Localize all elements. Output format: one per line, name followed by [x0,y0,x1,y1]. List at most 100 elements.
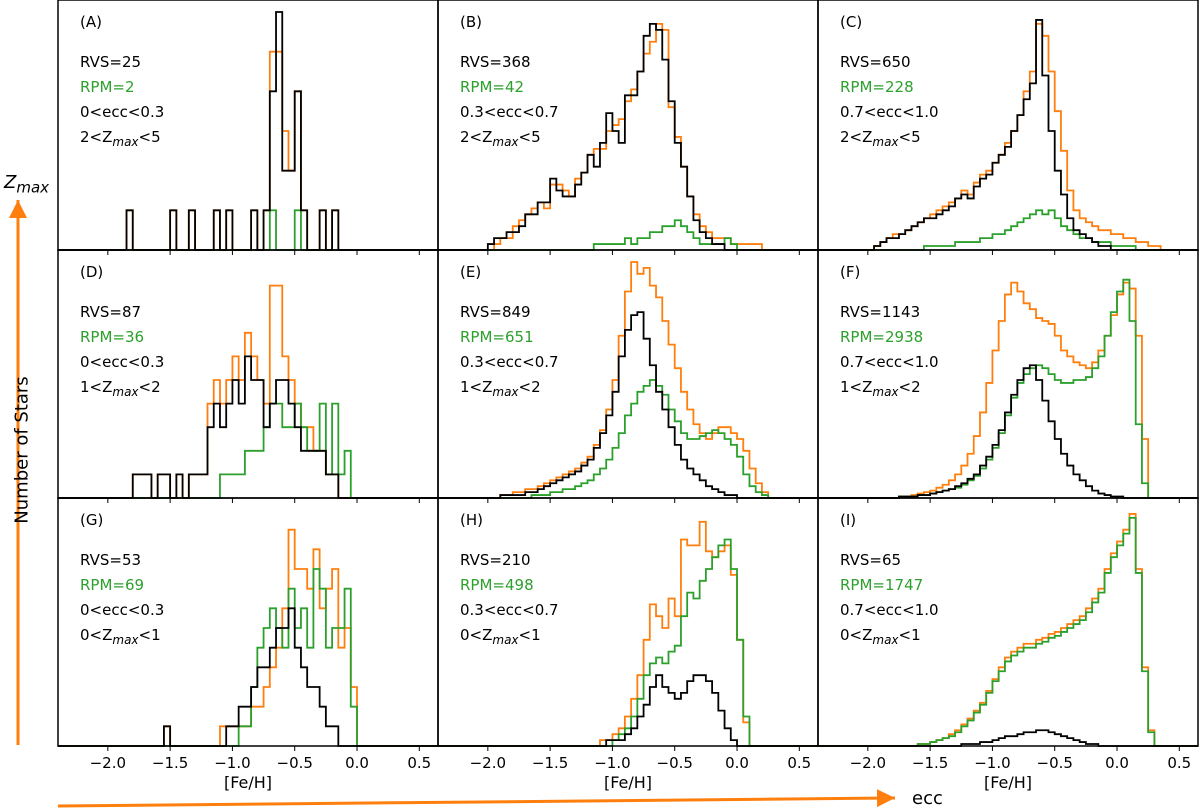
series-rpm [58,568,438,747]
rpm-count: RPM=228 [840,78,914,96]
x-tick-label: 0.0 [345,754,369,772]
x-tick-label: −2.0 [470,754,506,772]
zmax-range: 2<Zmax<5 [840,128,921,149]
zmax-range: 2<Zmax<5 [80,128,161,149]
panel-frame [817,0,1199,251]
ecc-arrow [57,789,896,808]
panel-label: (E) [460,263,481,281]
x-tick-label: −2.0 [850,754,886,772]
series-rpm-plus-rvs [438,261,818,499]
panel-i: −2.0 −1.5 −1.0 −0.5 0.0 0.5 [Fe/H] (I) RVS=65 RPM… [817,497,1199,792]
panel-frame [437,497,819,747]
panel-frame [437,0,819,251]
panel-d: (D) RVS=87 RPM=36 0<ecc<0.3 1<Zmax<2 [57,249,439,503]
ecc-range: 0<ecc<0.3 [80,103,164,121]
series-rpm [58,209,438,251]
series-rpm-plus-rvs [818,281,1198,499]
ecc-range: 0.7<ecc<1.0 [840,103,939,121]
series-rvs [818,729,1198,747]
panel-frame [817,497,1199,747]
panel-frame [437,249,819,499]
zmax-arrow-label: Zmax [4,172,49,197]
series-rvs [58,607,438,747]
ecc-range: 0.3<ecc<0.7 [460,601,559,619]
x-tick-label: 0.5 [787,754,811,772]
panel-label: (C) [840,13,862,31]
x-tick-label: −1.5 [912,754,948,772]
x-tick-label: −1.0 [594,754,630,772]
zmax-arrow-label-sub: max [16,178,50,197]
series-rvs [438,311,818,499]
series-rvs [438,674,818,747]
rpm-count: RPM=498 [460,576,534,594]
rvs-count: RVS=368 [460,53,531,71]
rvs-count: RVS=87 [80,303,141,321]
x-tick-label: −1.5 [152,754,188,772]
x-axis-label: [Fe/H] [604,773,652,792]
series-rvs [58,11,438,251]
zmax-range: 0<Zmax<1 [460,626,541,647]
x-tick-label: −1.5 [532,754,568,772]
rpm-count: RPM=651 [460,328,534,346]
rvs-count: RVS=53 [80,551,141,569]
zmax-range: 0<Zmax<1 [840,626,921,647]
rvs-count: RVS=650 [840,53,911,71]
ecc-range: 0.7<ecc<1.0 [840,353,939,371]
panel-h: −2.0 −1.5 −1.0 −0.5 0.0 0.5 [Fe/H] (H) RVS=210 RP… [437,497,831,792]
panel-frame [57,249,439,499]
x-tick-label: −0.5 [657,754,693,772]
x-tick-label: −0.5 [277,754,313,772]
zmax-range: 0<Zmax<1 [80,626,161,647]
panel-label: (B) [460,13,482,31]
series-rpm [58,402,438,499]
rvs-count: RVS=210 [460,551,531,569]
panel-label: (D) [80,263,103,281]
zmax-range: 1<Zmax<2 [80,378,161,399]
x-axis-label: [Fe/H] [984,773,1032,792]
zmax-range: 1<Zmax<2 [460,378,541,399]
rpm-count: RPM=36 [80,328,144,346]
series-rvs [818,364,1198,499]
ecc-range: 0<ecc<0.3 [80,353,164,371]
panel-b: (B) RVS=368 RPM=42 0.3<ecc<0.7 2<Zmax<5 [437,0,819,255]
x-tick-label: −2.0 [90,754,126,772]
rpm-count: RPM=2 [80,78,135,96]
rpm-count: RPM=1747 [840,576,923,594]
ecc-range: 0.3<ecc<0.7 [460,103,559,121]
panel-frame [57,497,439,747]
zmax-arrow-label-main: Z [4,172,17,193]
panel-frame [817,249,1199,499]
panel-a: (A) RVS=25 RPM=2 0<ecc<0.3 2<Zmax<5 [57,0,439,255]
panel-g: −2.0 −1.5 −1.0 −0.5 0.0 0.5 [Fe/H] (G) RVS=53 RPM… [57,497,439,792]
ecc-range: 0.3<ecc<0.7 [460,353,559,371]
x-tick-label: −1.0 [974,754,1010,772]
series-rpm [818,209,1198,251]
series-rvs [438,23,818,251]
series-rpm [438,379,818,499]
series-rvs [58,355,438,499]
x-tick-label: 0.5 [1167,754,1191,772]
ecc-arrow-label: ecc [912,788,943,809]
rvs-count: RVS=65 [840,551,901,569]
panel-f: (F) RVS=1143 RPM=2938 0.7<ecc<1.0 1<Zmax<2 [817,249,1199,503]
ecc-range: 0.7<ecc<1.0 [840,601,939,619]
rpm-count: RPM=2938 [840,328,923,346]
panel-label: (A) [80,13,102,31]
rpm-count: RPM=69 [80,576,144,594]
x-tick-label: −1.0 [214,754,250,772]
series-rvs [818,19,1198,251]
x-tick-label: 0.0 [1105,754,1129,772]
series-rpm [438,219,818,251]
rvs-count: RVS=25 [80,53,141,71]
zmax-range: 1<Zmax<2 [840,378,921,399]
rvs-count: RVS=849 [460,303,531,321]
x-tick-label: −0.5 [1037,754,1073,772]
panel-label: (H) [460,511,483,529]
rpm-count: RPM=42 [460,78,524,96]
ecc-range: 0<ecc<0.3 [80,601,164,619]
panel-label: (G) [80,511,103,529]
panel-label: (I) [840,511,856,529]
zmax-range: 2<Zmax<5 [460,128,541,149]
panel-c: (C) RVS=650 RPM=228 0.7<ecc<1.0 2<Zmax<5 [817,0,1199,255]
